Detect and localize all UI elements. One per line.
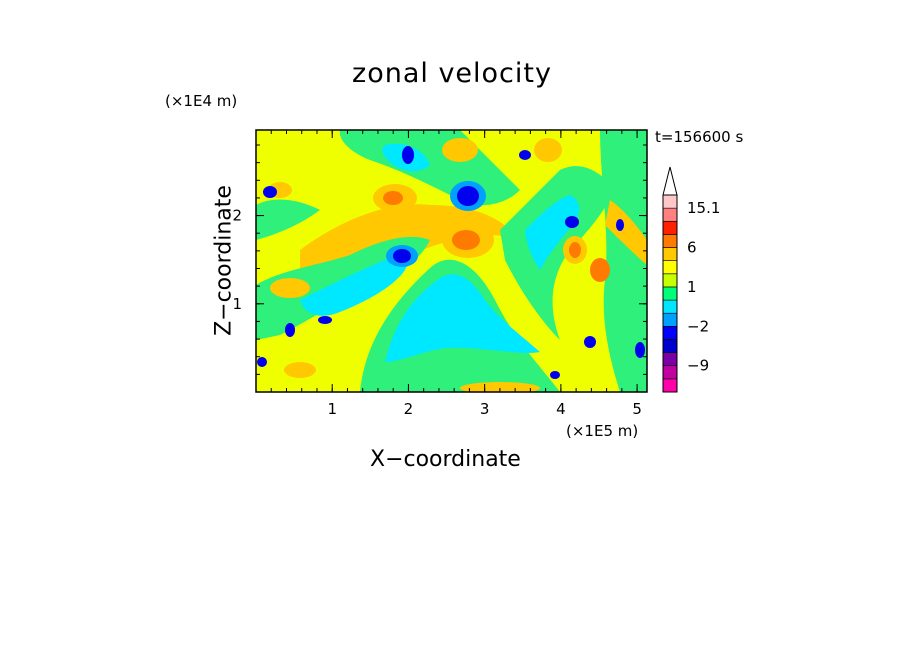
right-orange-blob-c — [534, 138, 562, 162]
x-tick-label: 2 — [404, 400, 414, 418]
y-axis-unit: (×1E4 m) — [165, 92, 238, 110]
left-cyan-inner — [300, 258, 407, 316]
upper-left-green — [256, 199, 320, 240]
contour-field — [256, 130, 647, 392]
colorbar-swatch — [662, 247, 678, 261]
blue-eddy-top — [402, 146, 414, 164]
colorbar-swatch — [662, 339, 678, 353]
blue-eddy-center-core — [457, 186, 479, 206]
blue-eddy-left-c — [257, 357, 267, 367]
center-darkorange-blob — [452, 230, 480, 250]
colorbar-label: −2 — [687, 317, 709, 335]
colorbar-swatch — [662, 326, 678, 340]
x-tick-label: 1 — [327, 400, 337, 418]
lower-left-orange — [284, 362, 316, 378]
y-axis-label: Z−coordinate — [211, 185, 237, 336]
colorbar-swatch — [662, 312, 678, 327]
blue-eddy-left-b — [285, 323, 295, 337]
colorbar-swatch — [662, 273, 678, 288]
right-cyan-band — [525, 195, 580, 270]
blue-eddy-bottom — [550, 371, 560, 379]
colorbar-swatch — [662, 365, 678, 380]
right-darkorange-blob-a — [569, 242, 581, 258]
colorbar-swatch — [662, 299, 678, 314]
x-tick-labels: 1 2 3 4 5 — [327, 400, 641, 418]
upper-darkorange-blob — [383, 191, 403, 205]
x-axis-ticks — [270, 130, 638, 392]
lower-dome-cyan — [385, 274, 540, 362]
colorbar-frame — [662, 194, 678, 393]
y-axis-ticks — [256, 144, 647, 375]
colorbar-label: 1 — [687, 278, 697, 296]
colorbar-extend-arrow — [662, 166, 678, 196]
bottom-orange — [460, 382, 540, 392]
blue-eddy-mid — [318, 316, 332, 324]
time-label: t=156600 s — [655, 128, 744, 146]
blue-eddy-right-a — [565, 216, 579, 228]
colorbar-label: 15.1 — [687, 199, 720, 217]
x-tick-label: 4 — [556, 400, 566, 418]
x-tick-label: 3 — [480, 400, 490, 418]
colorbar-labels: 15.1 6 1 −2 −9 — [687, 199, 720, 375]
y-tick-label: 2 — [232, 207, 242, 225]
blue-eddy-right-b — [584, 336, 596, 348]
right-orange-blob-b — [590, 258, 610, 282]
left-orange-blob — [270, 278, 310, 298]
chart-title: zonal velocity — [352, 58, 552, 89]
blue-eddy-left-a — [263, 186, 277, 198]
blue-eddy-right-c — [635, 342, 645, 358]
colorbar-swatch — [662, 207, 678, 222]
colorbar-swatch — [662, 286, 678, 301]
blue-eddy-left-core — [393, 249, 411, 263]
plot-frame — [255, 129, 648, 393]
y-tick-labels: 12 — [232, 207, 242, 313]
x-axis-unit: (×1E5 m) — [566, 422, 639, 440]
colorbar-label: 6 — [687, 239, 697, 257]
blue-eddy-right-d — [616, 219, 624, 231]
colorbar-swatch — [662, 220, 678, 235]
x-tick-label: 5 — [632, 400, 642, 418]
right-green-band — [500, 166, 615, 340]
colorbar-swatch — [662, 234, 678, 248]
blue-eddy-top-right — [519, 150, 531, 160]
colorbar-swatch — [662, 352, 678, 367]
colorbar — [662, 166, 678, 393]
colorbar-swatch — [662, 260, 678, 275]
y-tick-label: 1 — [232, 295, 242, 313]
x-axis-label: X−coordinate — [370, 447, 521, 472]
top-orange-blob — [442, 138, 478, 162]
colorbar-swatch — [662, 194, 678, 209]
right-edge-green — [600, 130, 647, 392]
colorbar-swatch — [662, 378, 678, 393]
right-edge-orange-stripes — [605, 200, 647, 265]
colorbar-label: −9 — [687, 357, 709, 375]
